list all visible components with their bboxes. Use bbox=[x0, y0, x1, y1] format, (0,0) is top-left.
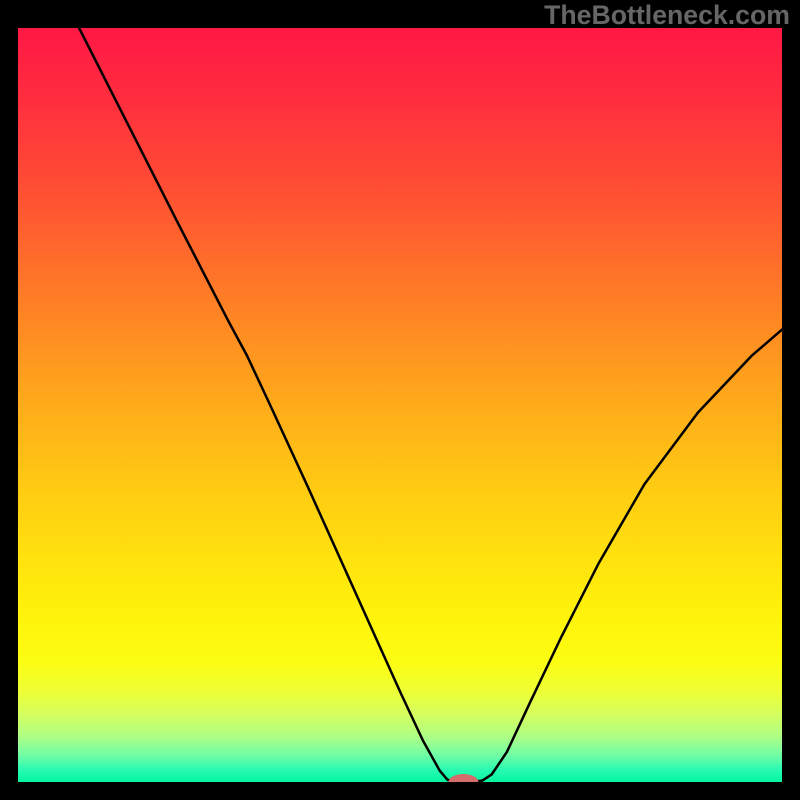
gradient-background bbox=[18, 28, 782, 782]
plot-area bbox=[18, 28, 782, 782]
watermark-text: TheBottleneck.com bbox=[544, 0, 790, 31]
chart-canvas: TheBottleneck.com bbox=[0, 0, 800, 800]
bottleneck-chart bbox=[18, 28, 782, 782]
